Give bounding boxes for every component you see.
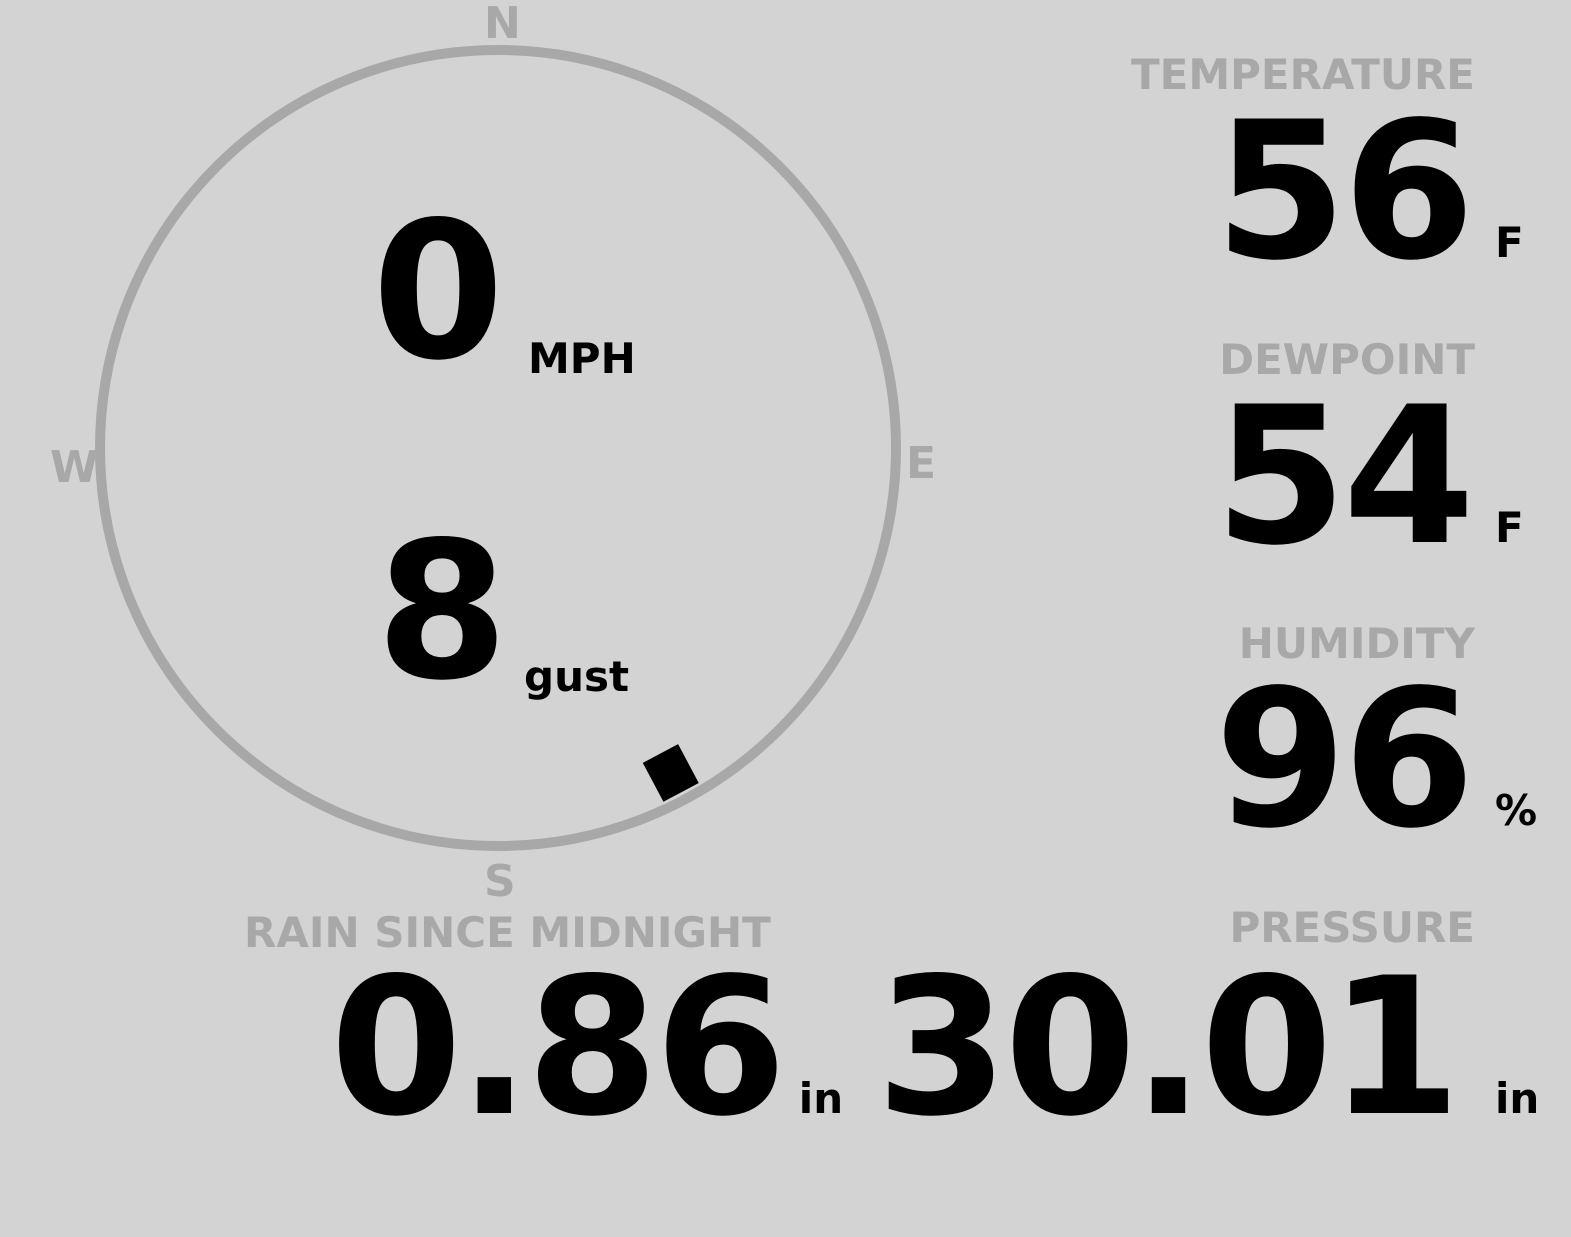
wind-gust-unit: gust [524,652,630,701]
humidity-value: 96 [1214,649,1475,870]
compass-north: N [484,0,521,49]
pressure-unit: in [1495,1074,1540,1123]
compass-west: W [50,442,99,493]
wind-speed-value: 0 [372,181,504,402]
compass-ring [95,45,901,851]
pressure-reading: 30.01 in [876,937,1551,1158]
humidity-reading: 96 % [1214,649,1551,870]
humidity-unit: % [1495,786,1538,835]
rain-reading: 0.86 in [330,937,844,1158]
wind-compass [95,45,901,851]
pressure-label: PRESSURE [1229,903,1475,952]
dewpoint-value: 54 [1214,366,1475,587]
rain-label: RAIN SINCE MIDNIGHT [244,908,771,957]
compass-south: S [484,856,516,907]
dewpoint-label: DEWPOINT [1219,335,1475,384]
temperature-label: TEMPERATURE [1131,50,1475,99]
wind-speed-unit: MPH [528,334,636,383]
dewpoint-reading: 54 F [1214,366,1551,587]
temperature-unit: F [1495,218,1524,267]
compass-east: E [906,438,937,489]
temperature-value: 56 [1214,81,1475,302]
dewpoint-unit: F [1495,503,1524,552]
rain-value: 0.86 [330,937,787,1158]
wind-direction-marker [642,744,699,802]
pressure-value: 30.01 [876,937,1461,1158]
humidity-label: HUMIDITY [1238,619,1475,668]
rain-unit: in [798,1074,844,1123]
wind-gust-value: 8 [376,501,508,722]
temperature-reading: 56 F [1214,81,1551,302]
